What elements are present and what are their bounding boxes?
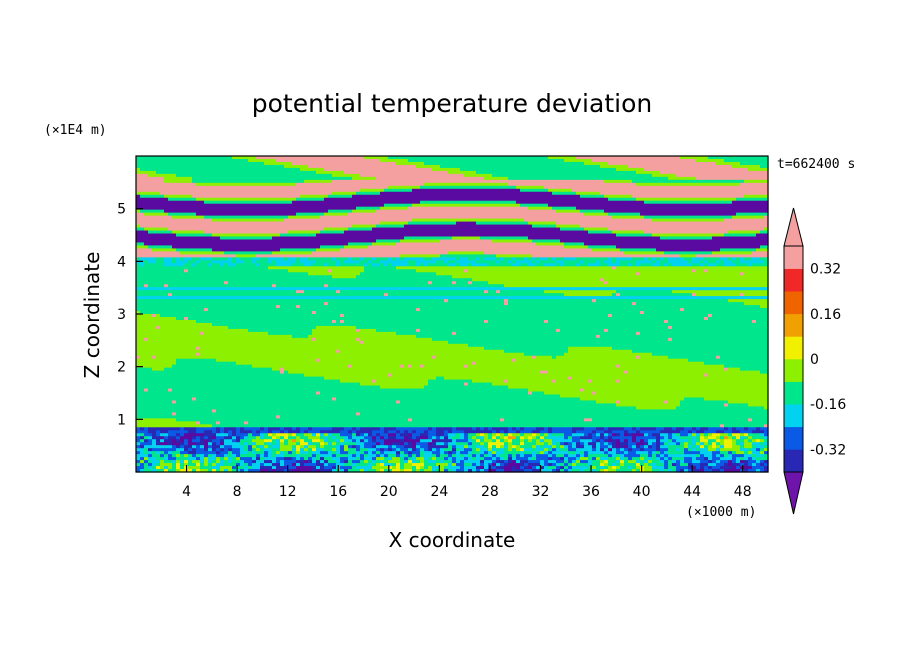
x-tick-label: 24 [430,484,448,500]
chart-title: potential temperature deviation [252,89,652,118]
colorbar-segment [784,381,803,405]
y-tick-label: 4 [117,254,126,270]
colorbar-label: 0 [810,352,819,368]
colorbar-label: 0.32 [810,262,841,278]
colorbar-label: 0.16 [810,307,841,323]
colorbar-segment [784,268,803,292]
colorbar-segment [784,449,803,473]
x-tick-label: 8 [233,484,242,500]
x-tick-label: 4 [182,484,191,500]
colorbar-label: -0.16 [810,397,846,413]
colorbar: -0.32 -0.16 0 0.16 0.32 [783,207,846,515]
colorbar-segment [784,336,803,360]
colorbar-segment [784,313,803,337]
x-tick-label: 40 [633,484,651,500]
x-axis-ticks: 4 8 12 16 20 24 28 32 36 40 44 48 [182,465,752,500]
y-axis-label: Z coordinate [80,252,104,379]
x-tick-label: 12 [279,484,297,500]
y-tick-label: 2 [117,360,126,376]
colorbar-frame [783,245,804,473]
x-axis-label: X coordinate [389,528,516,552]
colorbar-segment [784,404,803,428]
colorbar-segment [784,246,803,269]
y-axis-ticks: 1 2 3 4 5 [117,202,143,428]
colorbar-segment [784,359,803,382]
x-tick-label: 16 [329,484,347,500]
colorbar-label: -0.32 [810,442,846,458]
y-tick-label: 3 [117,307,126,323]
x-tick-label: 28 [481,484,499,500]
colorbar-segment [784,426,803,450]
x-tick-label: 20 [380,484,398,500]
x-tick-label: 36 [582,484,600,500]
y-tick-label: 1 [117,412,126,428]
x-tick-label: 44 [683,484,701,500]
contour-field [136,156,769,473]
y-unit-label: (×1E4 m) [44,123,107,138]
colorbar-under-triangle [783,471,804,515]
y-tick-label: 5 [117,202,126,218]
x-tick-label: 32 [532,484,550,500]
colorbar-segment [784,291,803,315]
x-unit-label: (×1000 m) [686,505,756,520]
time-label: t=662400 s [777,157,855,172]
colorbar-over-triangle [783,207,804,247]
x-tick-label: 48 [734,484,752,500]
